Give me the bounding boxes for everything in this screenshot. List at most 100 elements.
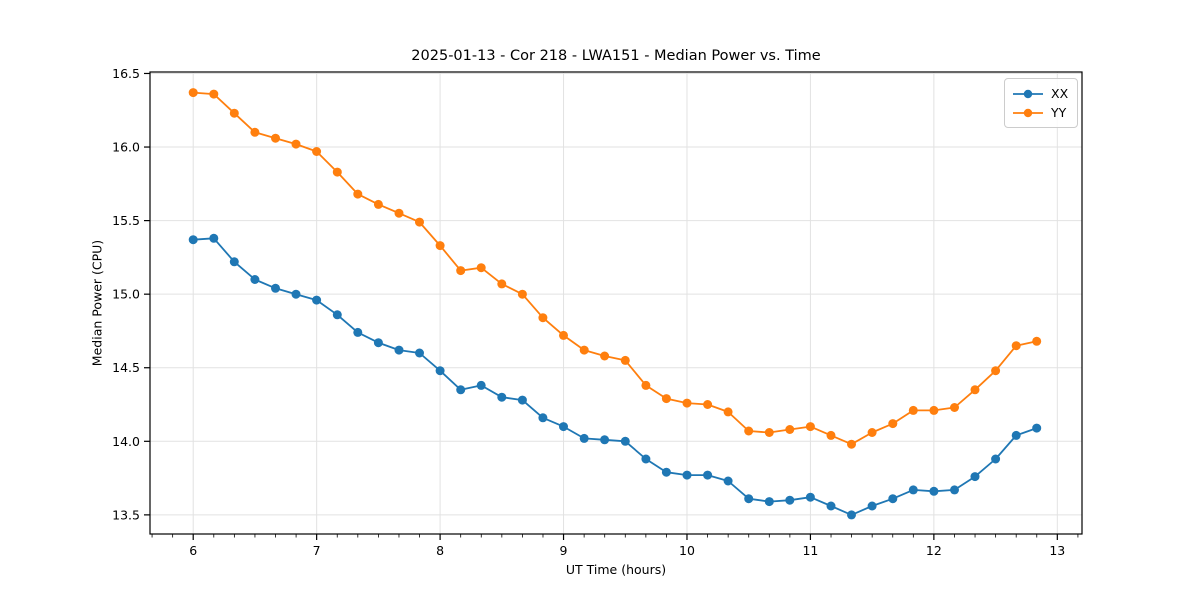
- data-point-marker-xx: [476, 380, 486, 390]
- data-point-marker-xx: [888, 494, 898, 504]
- chart-title: 2025-01-13 - Cor 218 - LWA151 - Median P…: [411, 48, 821, 64]
- data-point-marker-yy: [332, 167, 342, 177]
- data-point-marker-xx: [805, 492, 815, 502]
- data-point-marker-xx: [188, 235, 198, 245]
- data-point-marker-yy: [415, 217, 424, 227]
- legend-sample-line-xx-icon: [1013, 89, 1043, 98]
- data-point-marker-xx: [517, 395, 527, 405]
- data-point-marker-yy: [579, 345, 589, 355]
- x-tick-label: 10: [679, 543, 695, 558]
- data-point-marker-yy: [394, 208, 404, 218]
- data-point-marker-yy: [517, 289, 527, 299]
- data-point-marker-yy: [805, 422, 815, 432]
- data-point-marker-xx: [1011, 430, 1021, 440]
- data-point-marker-xx: [291, 289, 301, 299]
- data-point-marker-yy: [229, 108, 239, 118]
- plot-border: [149, 71, 1083, 535]
- data-point-marker-xx: [229, 257, 239, 267]
- x-tick-label: 13: [1049, 543, 1065, 558]
- data-point-marker-xx: [847, 510, 856, 520]
- data-point-marker-yy: [744, 426, 754, 436]
- data-point-marker-xx: [415, 348, 424, 358]
- data-point-marker-yy: [209, 89, 219, 99]
- series-line-xx: [192, 237, 1038, 516]
- data-point-marker-xx: [373, 338, 383, 348]
- data-point-marker-yy: [476, 263, 486, 273]
- data-point-marker-xx: [312, 295, 322, 305]
- data-point-marker-yy: [497, 279, 507, 289]
- data-point-marker-yy: [641, 380, 651, 390]
- legend-sample-line-yy-icon: [1013, 108, 1043, 117]
- data-point-marker-yy: [1011, 341, 1021, 351]
- data-point-marker-xx: [394, 345, 404, 355]
- data-point-marker-xx: [970, 472, 980, 482]
- data-point-marker-xx: [538, 413, 548, 423]
- data-point-marker-yy: [661, 394, 671, 404]
- data-point-marker-yy: [291, 139, 301, 149]
- data-point-marker-yy: [250, 127, 260, 137]
- y-tick-label: 14.5: [112, 360, 140, 375]
- y-tick-label: 13.5: [112, 507, 140, 522]
- data-point-marker-xx: [764, 497, 774, 507]
- y-axis-label: Median Power (CPU): [89, 239, 105, 367]
- data-point-marker-yy: [723, 407, 733, 417]
- data-point-marker-xx: [250, 275, 260, 284]
- x-axis-label: UT Time (hours): [565, 562, 667, 577]
- data-point-marker-xx: [682, 470, 692, 480]
- data-point-marker-yy: [908, 405, 918, 415]
- data-point-marker-yy: [435, 241, 445, 251]
- legend-label-yy: YY: [1051, 105, 1067, 120]
- data-point-marker-xx: [991, 454, 1001, 464]
- data-point-marker-yy: [970, 385, 980, 395]
- legend-label-xx: XX: [1051, 86, 1069, 101]
- data-point-marker-yy: [682, 398, 692, 408]
- data-point-marker-xx: [744, 494, 754, 504]
- data-point-marker-xx: [620, 436, 630, 446]
- data-point-marker-xx: [723, 476, 733, 486]
- data-point-marker-yy: [188, 88, 198, 98]
- data-point-marker-xx: [559, 422, 568, 432]
- y-tick-label: 15.5: [112, 213, 140, 228]
- x-tick-label: 11: [802, 543, 818, 558]
- x-tick-label: 9: [560, 543, 568, 558]
- x-tick-label: 6: [189, 543, 197, 558]
- x-tick-label: 8: [436, 543, 444, 558]
- data-point-marker-xx: [435, 366, 445, 376]
- data-point-marker-xx: [332, 310, 342, 320]
- data-point-marker-yy: [538, 313, 548, 323]
- data-point-marker-yy: [764, 428, 774, 437]
- data-point-marker-xx: [353, 327, 363, 337]
- y-tick-label: 15.0: [112, 287, 140, 302]
- data-point-marker-yy: [373, 199, 383, 209]
- data-point-marker-xx: [1032, 423, 1042, 433]
- data-point-marker-xx: [456, 385, 466, 395]
- data-point-marker-yy: [456, 266, 466, 276]
- data-point-marker-yy: [559, 330, 568, 340]
- data-point-marker-yy: [600, 351, 610, 361]
- data-point-marker-yy: [312, 147, 322, 156]
- data-point-marker-yy: [703, 400, 713, 409]
- data-point-marker-yy: [888, 419, 898, 429]
- data-point-marker-xx: [600, 435, 610, 445]
- data-point-marker-xx: [497, 392, 507, 402]
- data-point-marker-yy: [1032, 336, 1042, 346]
- data-point-marker-xx: [641, 454, 651, 464]
- y-tick-label: 16.0: [112, 140, 140, 155]
- data-point-marker-yy: [785, 425, 795, 434]
- y-tick-label: 14.0: [112, 434, 140, 449]
- data-point-marker-yy: [991, 366, 1001, 376]
- data-point-marker-xx: [209, 233, 219, 243]
- data-point-marker-yy: [271, 133, 280, 143]
- series-line-yy: [192, 91, 1038, 446]
- data-point-marker-yy: [950, 403, 959, 412]
- data-point-marker-yy: [620, 355, 630, 365]
- data-point-marker-xx: [271, 283, 280, 293]
- x-tick-label: 12: [926, 543, 942, 558]
- data-point-marker-xx: [867, 501, 877, 511]
- legend: XX YY: [1004, 78, 1078, 128]
- data-point-marker-yy: [867, 428, 877, 437]
- data-point-marker-yy: [929, 405, 939, 415]
- data-point-marker-yy: [826, 430, 836, 440]
